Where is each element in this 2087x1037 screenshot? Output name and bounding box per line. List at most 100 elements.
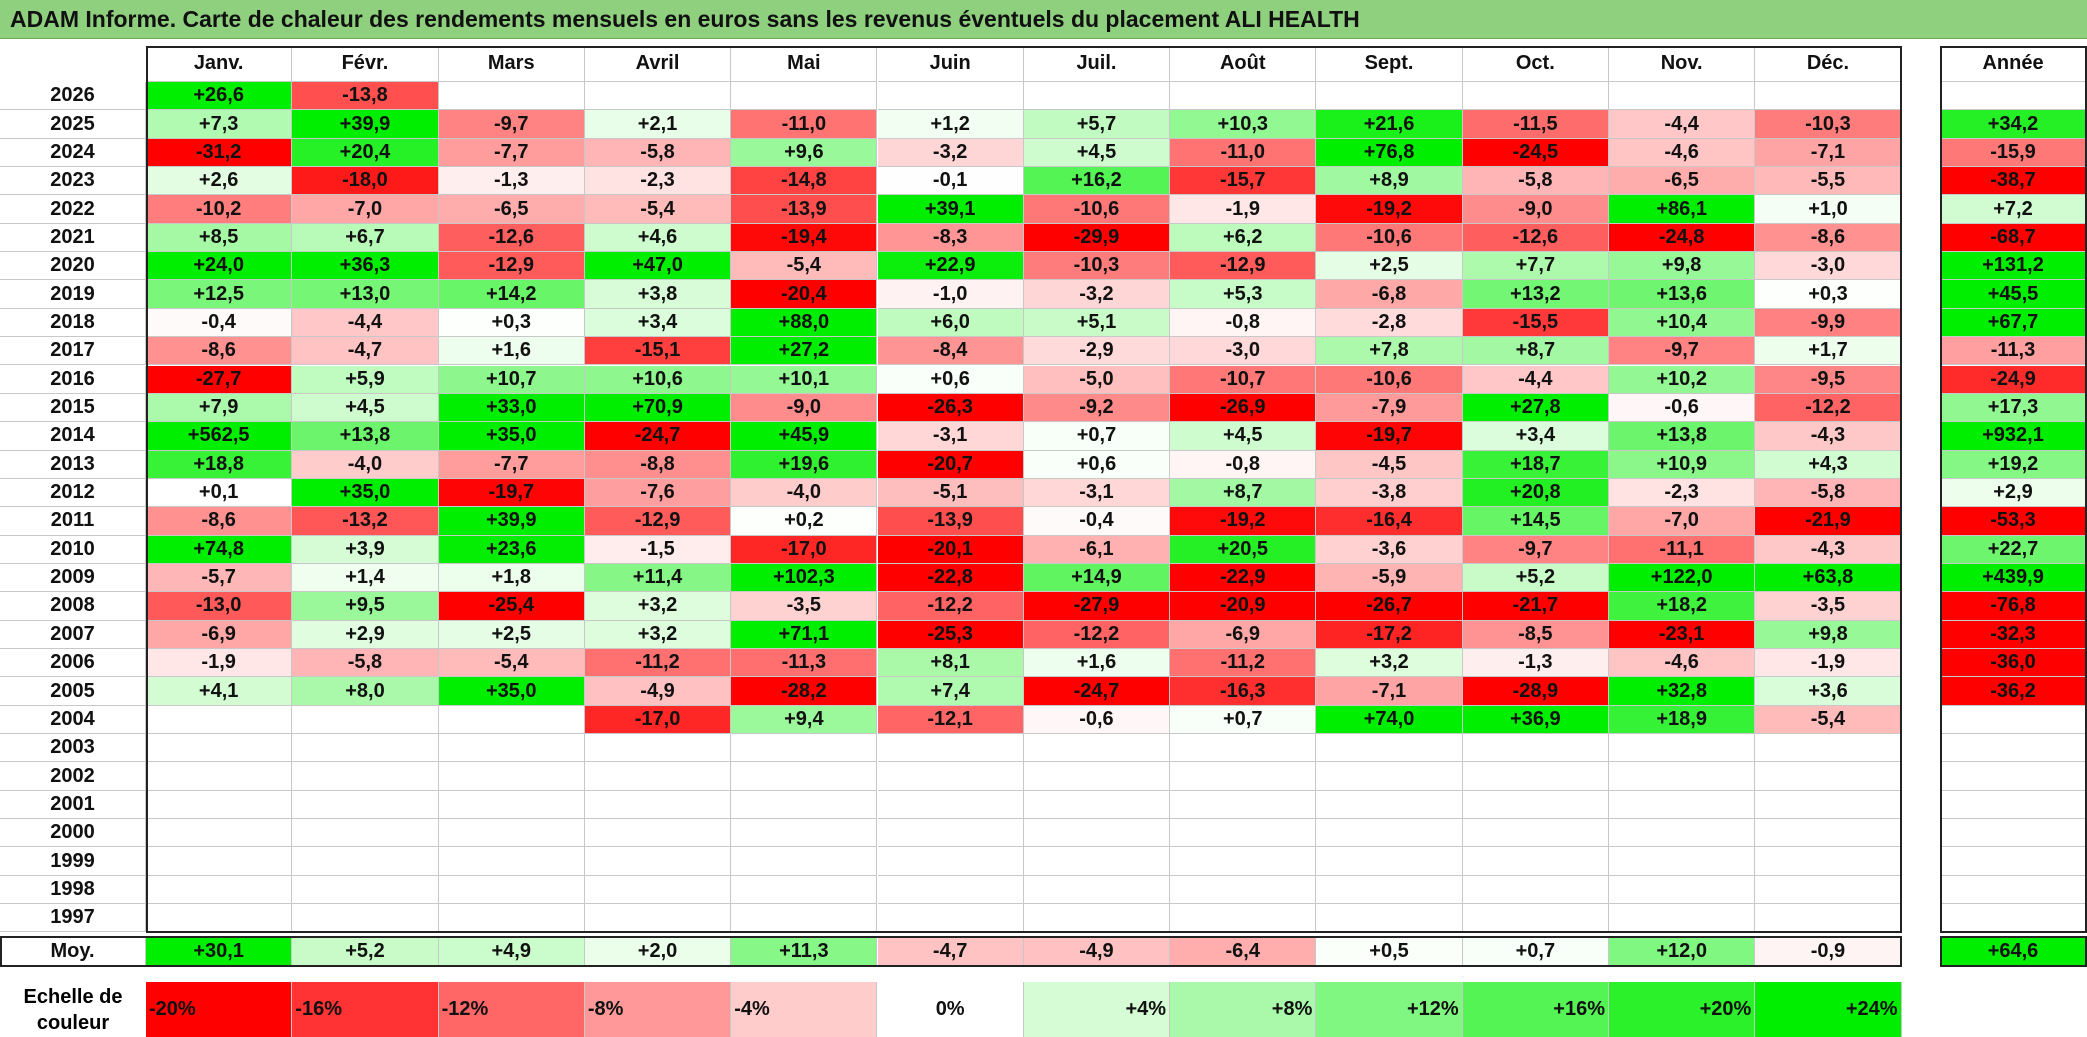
heatmap-cell: -4,4 [1462,365,1609,394]
heatmap-cell: -20,9 [1170,592,1317,621]
heatmap-cell: +9,4 [731,705,878,735]
heatmap-cell: +45,9 [731,422,878,451]
year-label: 2017 [0,337,146,366]
heatmap-cell: +27,8 [1462,393,1609,423]
heatmap-cell [438,790,585,820]
heatmap-cell: -8,5 [1462,620,1609,649]
heatmap-cell [1170,904,1317,933]
heatmap-cell [1609,762,1756,791]
heatmap-cell: -5,4 [438,649,585,678]
heatmap-cell: -16,3 [1170,677,1317,706]
heatmap-cell [438,82,585,111]
heatmap-cell: -5,1 [877,478,1024,508]
heatmap-cell: +76,8 [1316,138,1463,168]
heatmap-cell: +3,9 [292,535,439,564]
color-scale-stop: +16% [1462,982,1609,1037]
heatmap-cell: -7,6 [584,478,732,508]
heatmap-cell: -20,4 [731,280,878,309]
annual-cell [1940,819,2087,848]
heatmap-cell: -1,5 [584,535,732,564]
heatmap-cell [1170,875,1317,905]
year-label: 2021 [0,223,146,253]
heatmap-cell [1023,734,1171,763]
heatmap-cell [1462,734,1609,763]
heatmap-cell [731,82,878,111]
heatmap-cell [438,705,585,735]
heatmap-cell: -4,0 [292,450,439,479]
heatmap-cell [1023,790,1171,820]
year-label: 2026 [0,82,146,111]
heatmap-cell: +2,9 [292,620,439,649]
heatmap-cell [731,847,878,876]
annual-cell: -36,2 [1940,677,2087,706]
heatmap-cell: -1,9 [1170,195,1317,224]
chart-title: ADAM Informe. Carte de chaleur des rende… [10,6,1360,32]
heatmap-cell: -13,8 [292,82,439,111]
heatmap-cell: +0,6 [877,365,1024,394]
heatmap-cell: -25,3 [877,620,1024,649]
heatmap-cell: -5,4 [731,252,878,281]
heatmap-cell: +7,7 [1462,252,1609,281]
annual-cell [1940,847,2087,876]
heatmap-cell: -1,9 [146,649,293,678]
heatmap-cell: -6,5 [1609,167,1756,196]
heatmap-cell [146,847,293,876]
heatmap-cell: +4,5 [292,393,439,423]
heatmap-cell [1023,819,1171,848]
heatmap-cell: -7,1 [1316,677,1463,706]
heatmap-cell [1170,734,1317,763]
heatmap-cell: -15,7 [1170,167,1317,196]
heatmap-cell: +5,2 [1462,563,1609,593]
average-cell: +0,7 [1462,937,1609,967]
heatmap-cell: +13,8 [1609,422,1756,451]
heatmap-cell: -3,1 [1023,478,1171,508]
heatmap-cell [1462,762,1609,791]
heatmap-cell [584,847,732,876]
heatmap-cell: -21,7 [1462,592,1609,621]
heatmap-cell [438,847,585,876]
heatmap-cell: +14,9 [1023,563,1171,593]
heatmap-cell: -27,9 [1023,592,1171,621]
heatmap-cell [731,904,878,933]
annual-cell: +45,5 [1940,280,2087,309]
annual-cell: +439,9 [1940,563,2087,593]
heatmap-cell [877,875,1024,905]
heatmap-cell: -12,9 [1170,252,1317,281]
heatmap-cell [146,819,293,848]
annual-cell: +2,9 [1940,478,2087,508]
heatmap-cell: +1,8 [438,563,585,593]
heatmap-cell: -5,8 [1462,167,1609,196]
average-cell: +12,0 [1609,937,1756,967]
heatmap-cell: -15,5 [1462,308,1609,338]
heatmap-cell: +3,4 [584,308,732,338]
year-label: 2020 [0,252,146,281]
heatmap-cell: +18,7 [1462,450,1609,479]
color-scale-stop: -12% [438,982,585,1037]
heatmap-cell [438,904,585,933]
column-header: Nov. [1609,46,1756,82]
heatmap-cell: +10,9 [1609,450,1756,479]
heatmap-cell: +2,5 [438,620,585,649]
year-label: 2006 [0,649,146,678]
heatmap-cell: +0,6 [1023,450,1171,479]
annual-cell: -68,7 [1940,223,2087,253]
average-cell: -4,7 [877,937,1024,967]
heatmap-cell: +8,9 [1316,167,1463,196]
annual-cell: -32,3 [1940,620,2087,649]
heatmap-cell [584,734,732,763]
annual-cell [1940,790,2087,820]
year-label: 2001 [0,790,146,820]
heatmap-cell: +8,7 [1170,478,1317,508]
heatmap-cell: -0,6 [1023,705,1171,735]
annual-cell: +34,2 [1940,110,2087,139]
heatmap-cell [292,734,439,763]
heatmap-cell: -31,2 [146,138,293,168]
heatmap-cell: +74,0 [1316,705,1463,735]
heatmap-cell: +6,7 [292,223,439,253]
color-scale-stop: 0% [877,982,1024,1037]
column-header: Mai [731,46,878,82]
year-label: 2011 [0,507,146,536]
heatmap-cell: +5,7 [1023,110,1171,139]
heatmap-cell: +1,6 [438,337,585,366]
annual-cell: +22,7 [1940,535,2087,564]
